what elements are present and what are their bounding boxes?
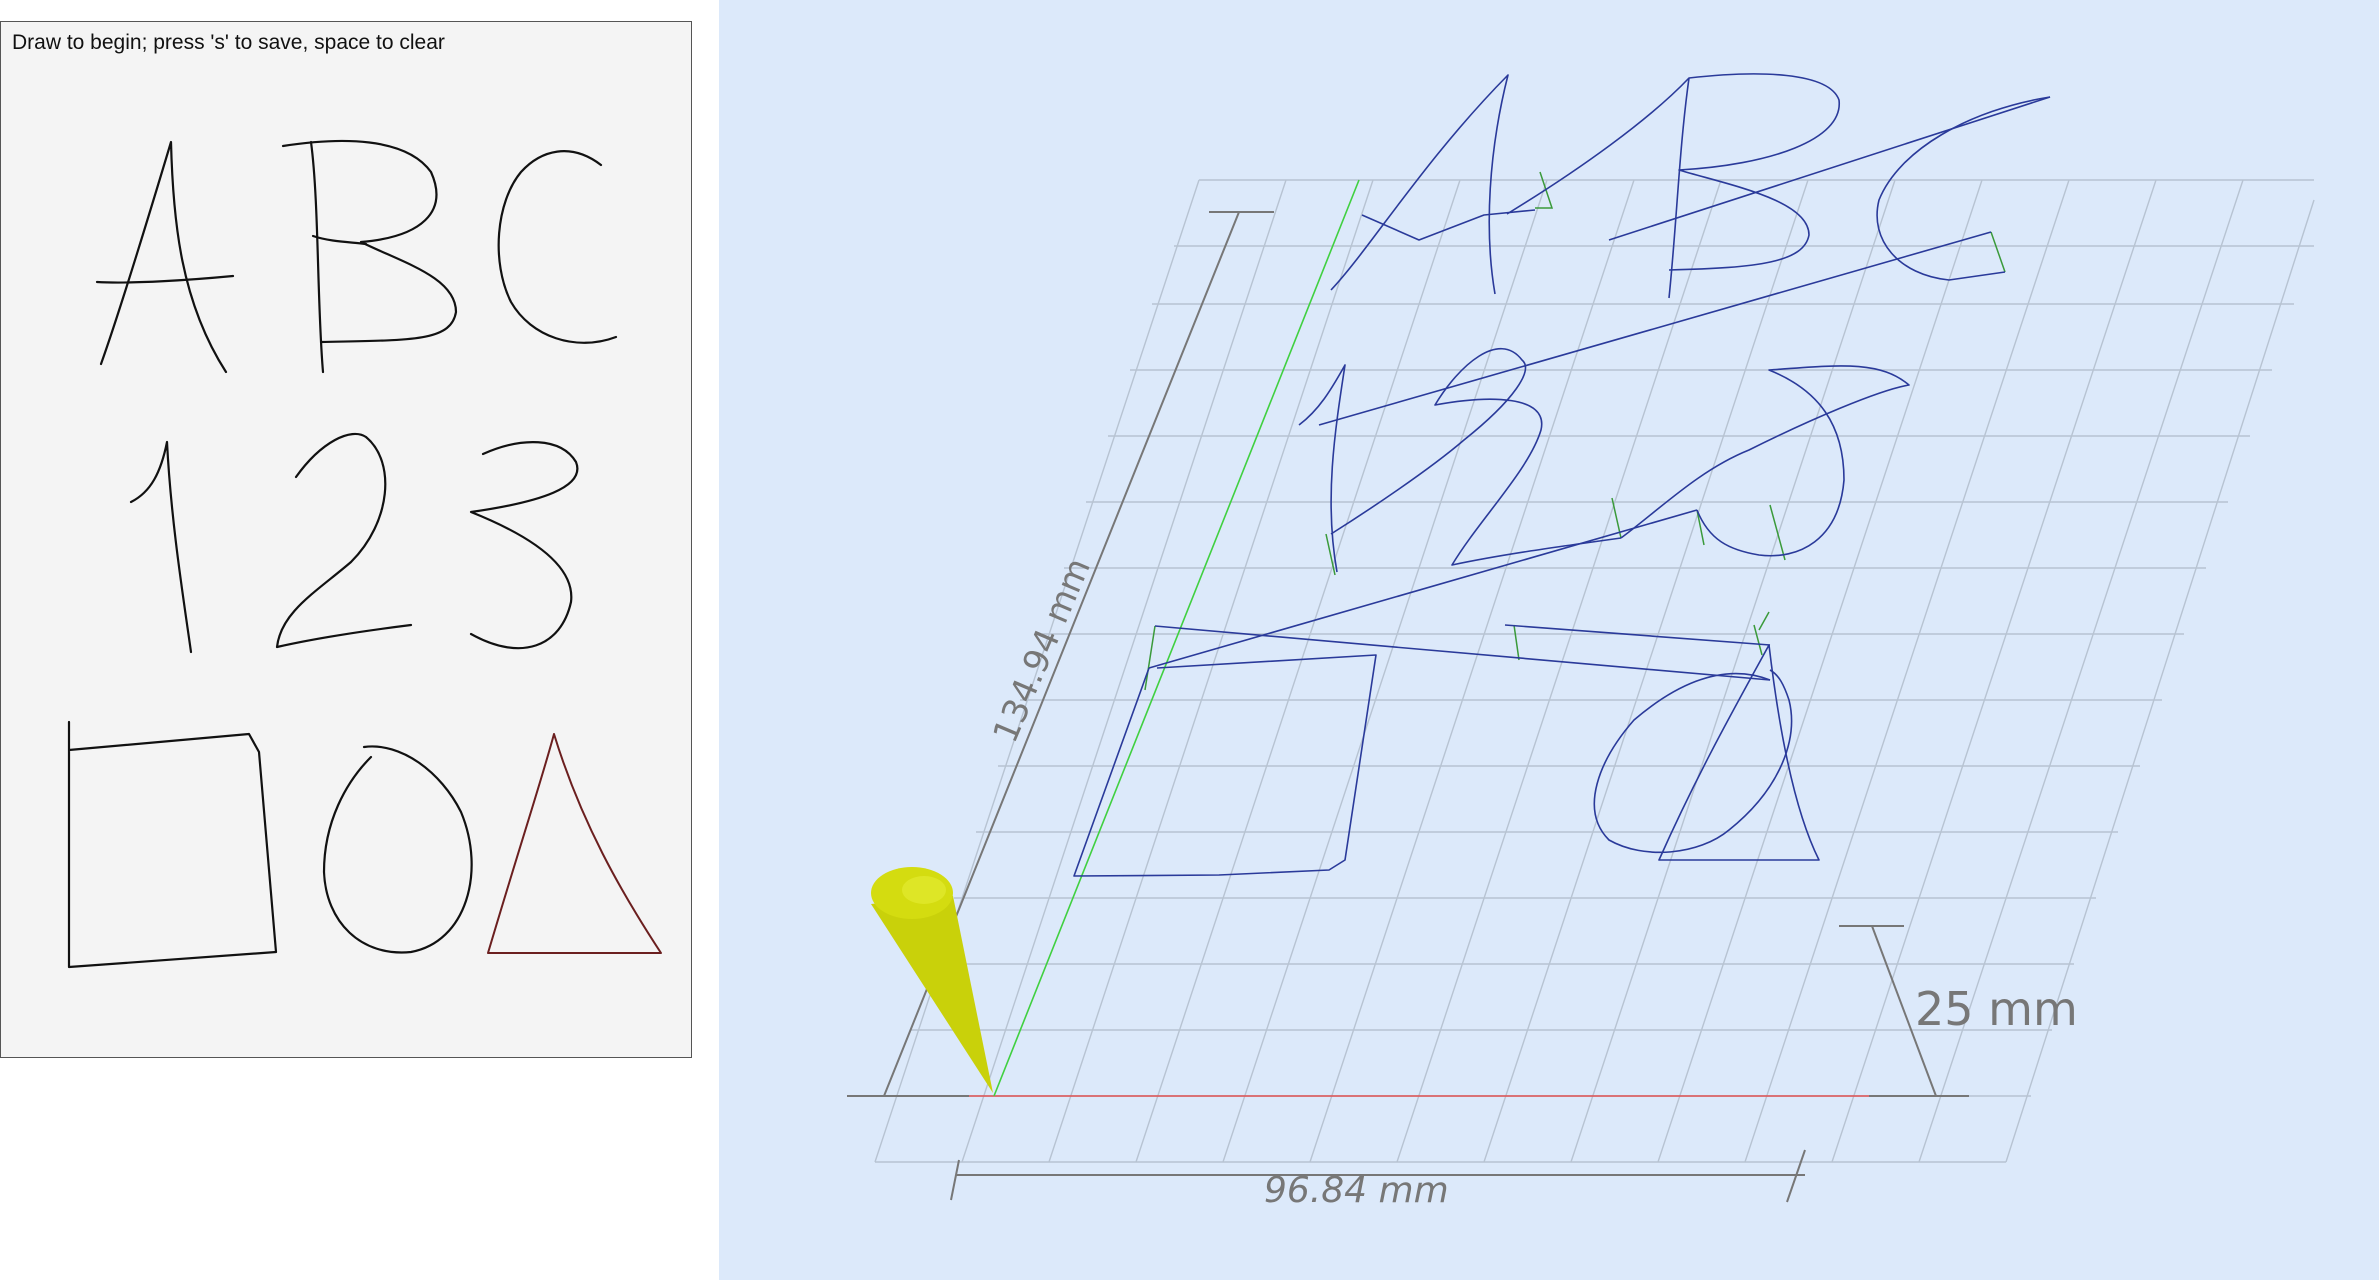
sketch-circle [322, 745, 473, 954]
sketch-letter-a [99, 140, 228, 374]
sketch-square [67, 720, 278, 969]
tool-paths [1073, 73, 2051, 877]
sketch-letter-b [309, 140, 325, 374]
depth-dimension-label: 134.94 mm [985, 552, 1098, 748]
width-dimension-label: 96.84 mm [1264, 1170, 1449, 1211]
sketch-instructions: Draw to begin; press 's' to save, space … [12, 31, 445, 54]
toolpath-3d-view[interactable]: 134.94 mm 96.84 mm 25 mm [719, 0, 2379, 1280]
sketch-triangle-active [487, 733, 662, 954]
sketch-letter-a-bar [95, 274, 235, 284]
height-dimension-label: 25 mm [1915, 982, 2078, 1036]
sketch-digit-3 [469, 441, 579, 650]
y-axis-line [993, 179, 1360, 1097]
sketch-canvas[interactable]: Draw to begin; press 's' to save, space … [0, 21, 692, 1058]
sketch-digit-1 [129, 440, 193, 654]
sketch-letter-b-stem-tick [311, 234, 368, 246]
sketch-drawing[interactable] [1, 22, 693, 1059]
sketch-digit-2 [275, 432, 413, 649]
sketch-letter-c [497, 150, 618, 344]
toolpath-viewer[interactable]: 134.94 mm 96.84 mm 25 mm [719, 0, 2379, 1280]
build-plate-grid [874, 179, 2315, 1163]
dimension-lines [847, 211, 1969, 1203]
travel-moves [1144, 171, 2006, 691]
sketch-letter-b-bowls [281, 139, 458, 344]
extruder-tool [871, 867, 993, 1093]
